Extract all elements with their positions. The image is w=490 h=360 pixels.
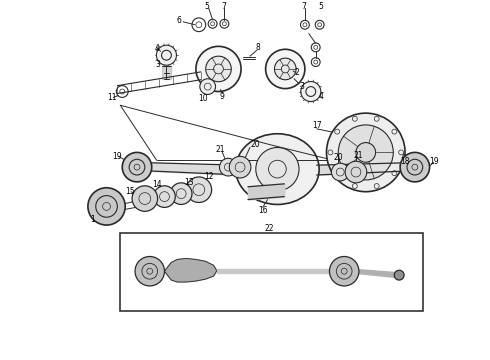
Text: 5: 5 xyxy=(318,1,323,10)
Circle shape xyxy=(274,58,296,80)
Text: 1: 1 xyxy=(91,215,95,224)
Text: 14: 14 xyxy=(152,180,161,189)
Text: 10: 10 xyxy=(198,94,208,103)
Text: 19: 19 xyxy=(113,152,122,161)
Text: 17: 17 xyxy=(312,121,321,130)
Circle shape xyxy=(135,256,165,286)
Circle shape xyxy=(206,56,231,82)
Text: 11: 11 xyxy=(108,93,117,102)
Circle shape xyxy=(331,163,349,181)
Circle shape xyxy=(394,270,404,280)
Text: 4: 4 xyxy=(154,44,159,53)
Text: 3: 3 xyxy=(155,59,160,68)
Text: 4: 4 xyxy=(318,92,323,101)
Text: 9: 9 xyxy=(220,92,225,101)
Text: 7: 7 xyxy=(221,1,226,10)
Circle shape xyxy=(266,49,305,89)
Circle shape xyxy=(88,188,125,225)
Circle shape xyxy=(122,152,152,182)
Polygon shape xyxy=(165,258,217,282)
Circle shape xyxy=(156,45,176,65)
Text: 5: 5 xyxy=(204,1,209,10)
Text: 18: 18 xyxy=(400,157,410,166)
Circle shape xyxy=(345,161,367,183)
Circle shape xyxy=(200,79,216,94)
Circle shape xyxy=(220,158,237,176)
Circle shape xyxy=(186,177,212,202)
Circle shape xyxy=(326,113,405,192)
Text: 13: 13 xyxy=(184,178,194,187)
Circle shape xyxy=(338,125,393,180)
Text: 7: 7 xyxy=(301,1,306,10)
Text: 21: 21 xyxy=(353,151,363,160)
Circle shape xyxy=(400,152,430,182)
Bar xyxy=(121,233,423,311)
Text: 22: 22 xyxy=(265,224,274,233)
Text: 20: 20 xyxy=(334,153,343,162)
Circle shape xyxy=(171,183,192,204)
Text: 19: 19 xyxy=(430,157,440,166)
Ellipse shape xyxy=(236,134,319,204)
Text: 21: 21 xyxy=(216,145,225,154)
Text: 8: 8 xyxy=(255,43,260,52)
Text: 12: 12 xyxy=(204,172,214,181)
Circle shape xyxy=(229,156,251,178)
Circle shape xyxy=(301,81,321,102)
Circle shape xyxy=(356,143,376,162)
Text: 6: 6 xyxy=(177,16,182,25)
Text: 16: 16 xyxy=(258,206,268,215)
Circle shape xyxy=(196,46,241,91)
Text: 3: 3 xyxy=(299,82,304,91)
Circle shape xyxy=(329,256,359,286)
Text: 20: 20 xyxy=(250,140,260,149)
Text: 15: 15 xyxy=(125,187,135,196)
Circle shape xyxy=(132,186,158,211)
Circle shape xyxy=(154,186,175,207)
Circle shape xyxy=(256,148,299,191)
Text: 2: 2 xyxy=(294,68,299,77)
